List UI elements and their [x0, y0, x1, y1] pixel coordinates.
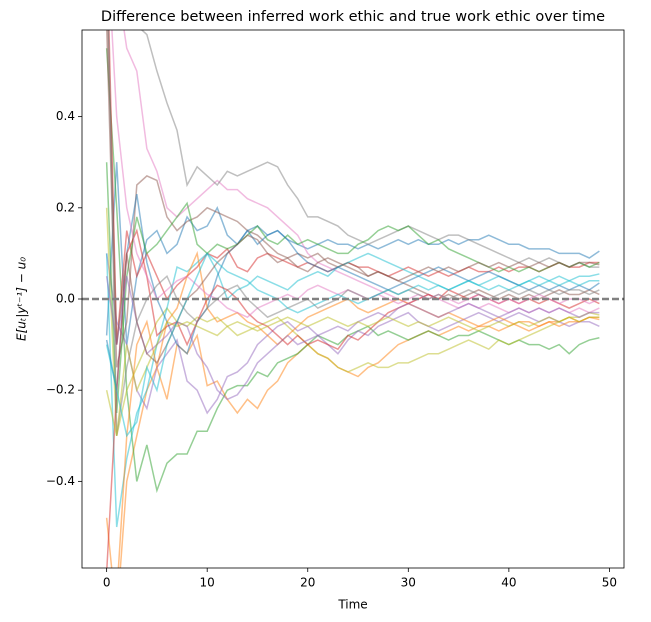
x-tick-label: 50 [602, 576, 617, 590]
series-line [105, 207, 600, 436]
series-line [105, 252, 600, 438]
series-line [105, 253, 600, 415]
series-line [117, 250, 600, 568]
x-tick-label: 10 [200, 576, 215, 590]
y-axis-label: E[uₜ|yᵗ⁻¹] − u₀ [15, 257, 29, 341]
series-line [105, 276, 600, 401]
series-line [105, 194, 600, 391]
y-tick-label: 0.4 [56, 109, 75, 123]
series-line [105, 162, 600, 345]
chart-title: Difference between inferred work ethic a… [101, 9, 605, 25]
y-tick-label: 0.2 [56, 200, 75, 214]
series-line [107, 30, 600, 436]
x-tick-label: 0 [103, 576, 111, 590]
plot-lines [82, 30, 624, 568]
series-line [105, 316, 600, 436]
y-tick-label: 0.0 [56, 292, 75, 306]
x-axis-label: Time [337, 598, 367, 612]
y-tick-label: −0.4 [46, 474, 75, 488]
x-tick-label: 40 [501, 576, 516, 590]
x-tick-label: 20 [300, 576, 315, 590]
series-line [105, 162, 600, 414]
x-tick-label: 30 [401, 576, 416, 590]
series-line [140, 30, 600, 268]
y-tick-label: −0.2 [46, 383, 75, 397]
series-line [107, 30, 600, 365]
